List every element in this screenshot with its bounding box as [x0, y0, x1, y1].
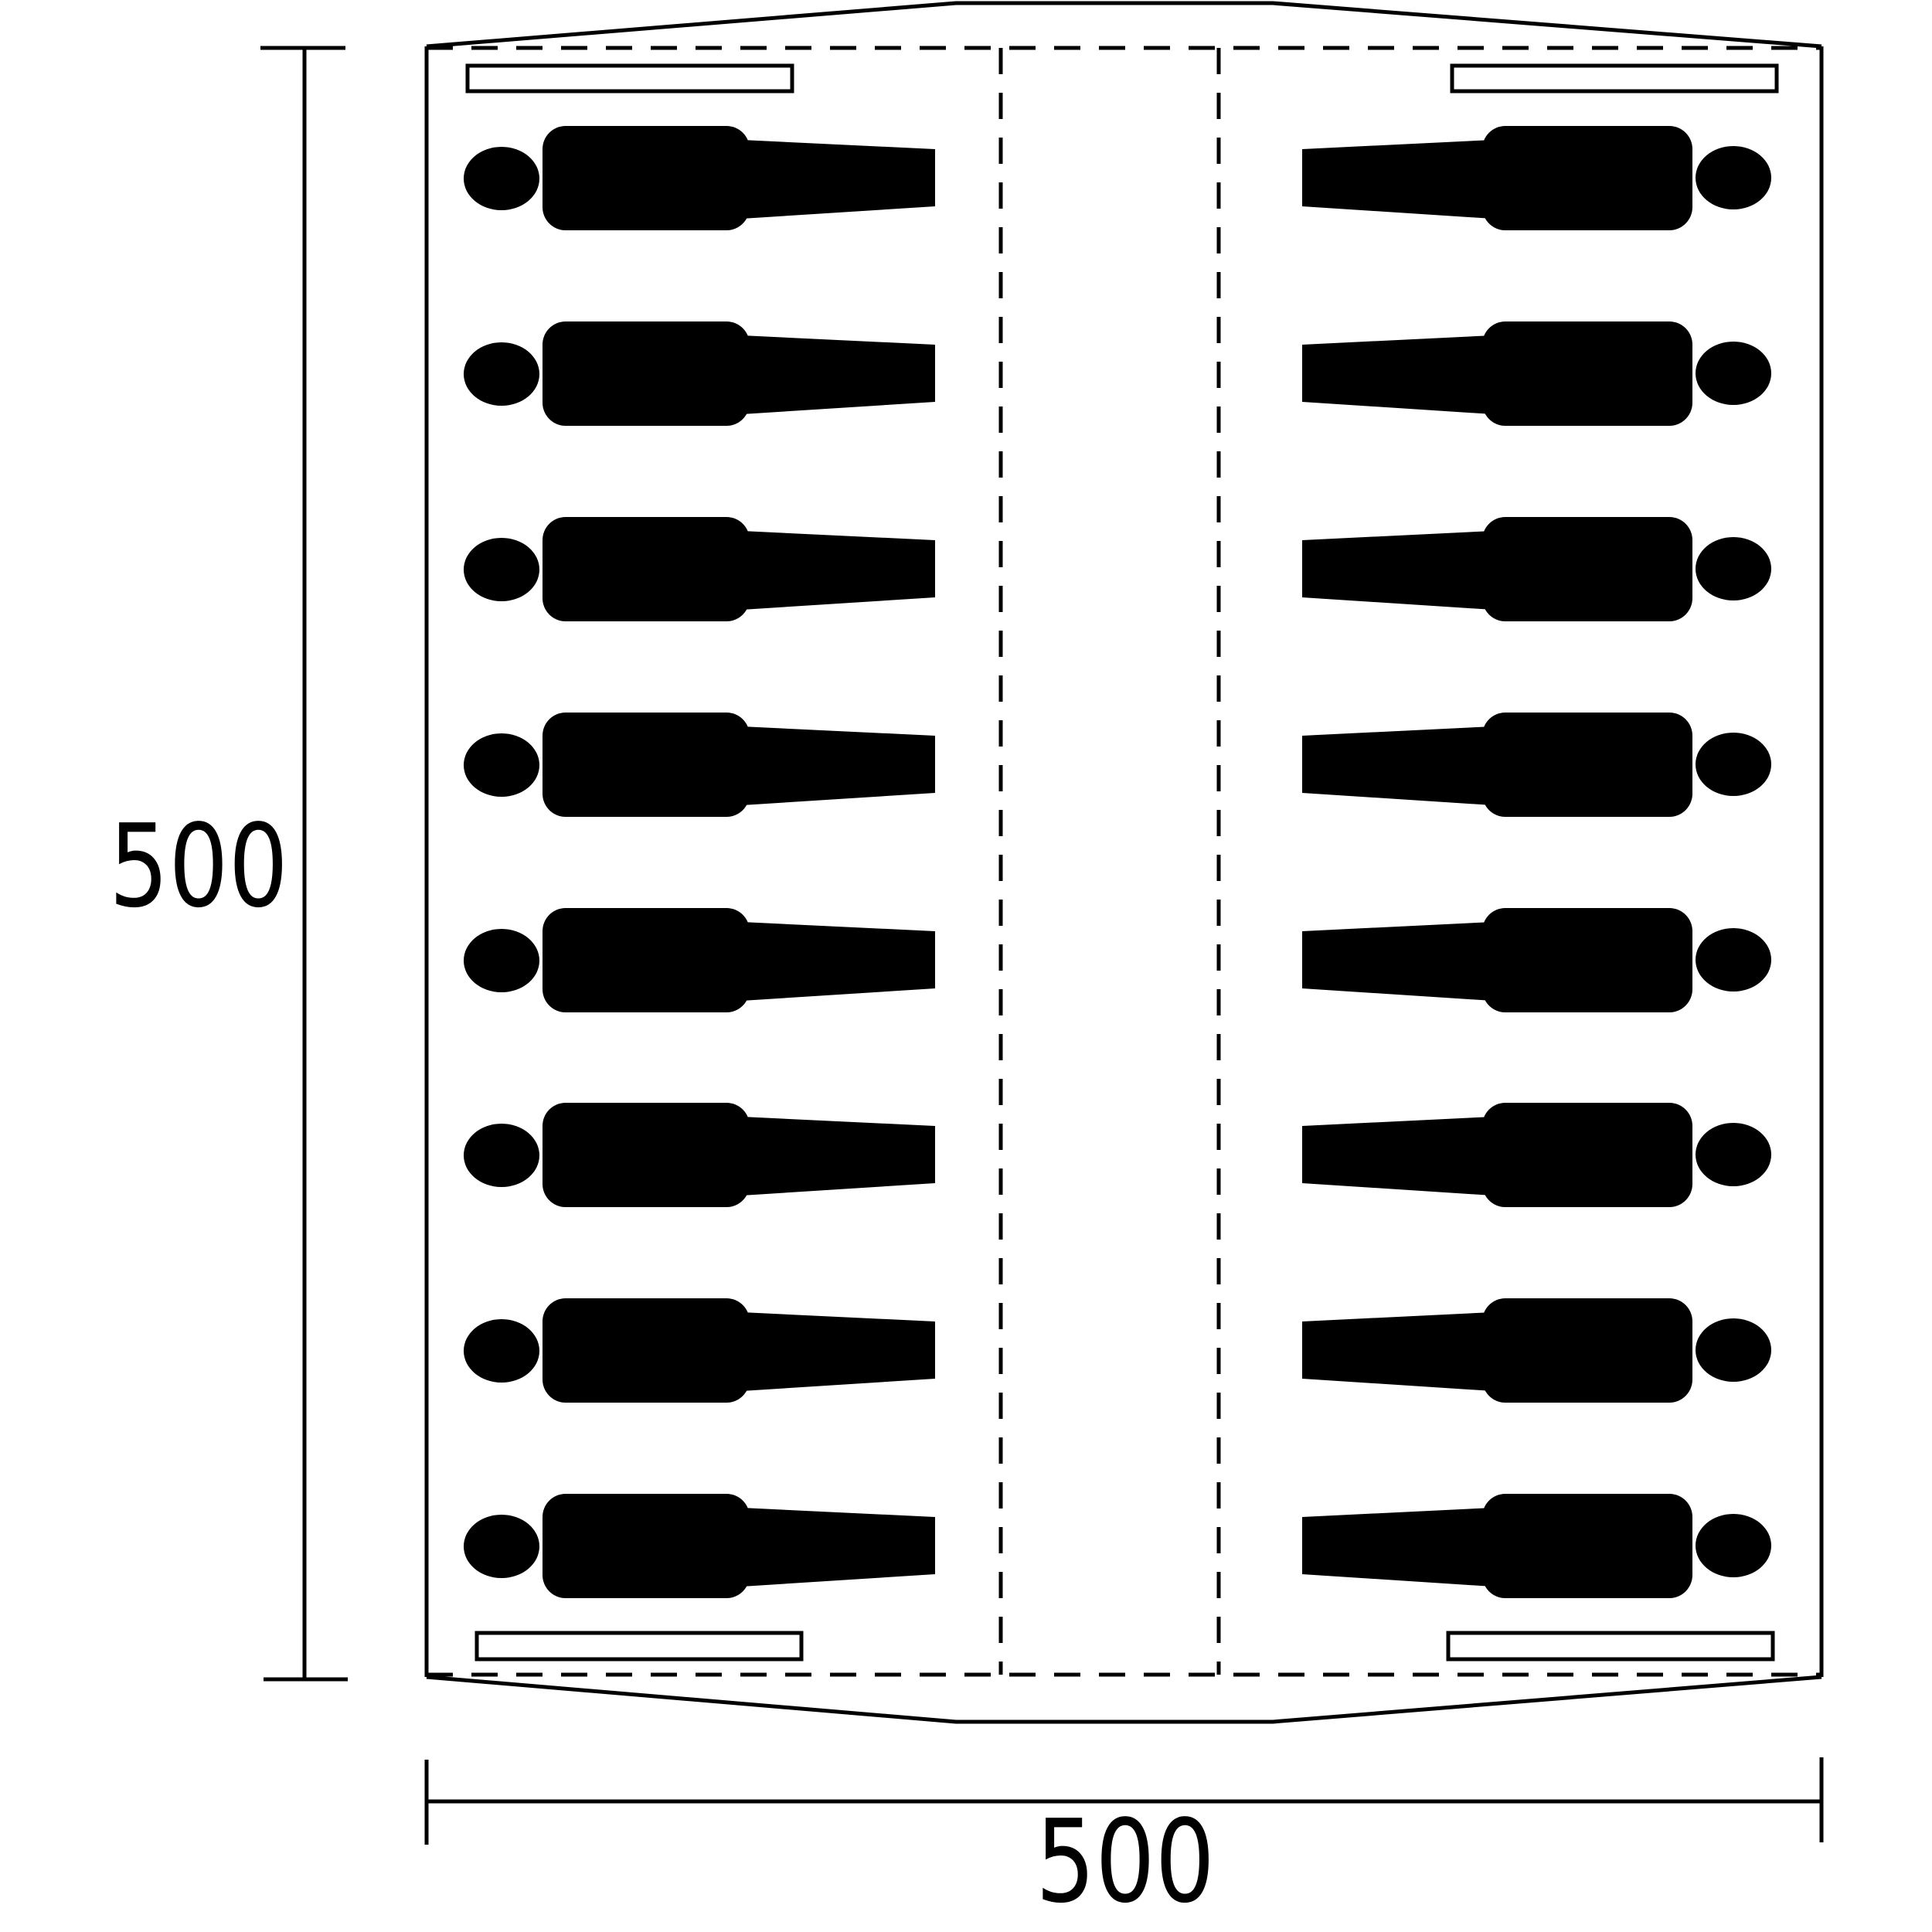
- person-torso: [543, 1494, 750, 1598]
- person-legs: [742, 335, 935, 414]
- person-torso: [543, 321, 750, 426]
- person-icon: [1302, 126, 1771, 230]
- height-dimension-label: 500: [109, 800, 288, 933]
- person-legs: [1302, 922, 1493, 1001]
- width-dimension-label: 500: [1036, 1795, 1215, 1928]
- person-head: [464, 342, 539, 406]
- person-head: [464, 147, 539, 210]
- groundsheet-outline: [424, 46, 1824, 1677]
- person-legs: [1302, 1508, 1493, 1587]
- person-head: [1696, 1514, 1771, 1577]
- person-legs: [1302, 140, 1493, 219]
- person-legs: [1302, 1117, 1493, 1196]
- person-legs: [742, 531, 935, 610]
- person-legs: [1302, 531, 1493, 610]
- person-head: [464, 929, 539, 992]
- person-head: [464, 538, 539, 601]
- person-head: [464, 733, 539, 797]
- person-icon: [464, 1103, 935, 1207]
- person-torso: [1482, 321, 1692, 426]
- person-icon: [464, 126, 935, 230]
- person-legs: [1302, 1312, 1493, 1391]
- person-head: [1696, 342, 1771, 405]
- person-legs: [742, 1312, 935, 1391]
- person-torso: [1482, 1103, 1692, 1207]
- person-torso: [1482, 713, 1692, 817]
- vent-rect-top-left: [465, 63, 794, 94]
- person-icon: [464, 517, 935, 621]
- person-torso: [543, 1298, 750, 1403]
- person-torso: [543, 517, 750, 621]
- person-torso: [1482, 517, 1692, 621]
- person-legs: [742, 1117, 935, 1196]
- dimension-line-bottom: 500: [424, 1757, 1824, 1928]
- person-icon: [464, 1298, 935, 1403]
- person-head: [1696, 146, 1771, 209]
- person-torso: [1482, 126, 1692, 230]
- person-head: [464, 1515, 539, 1578]
- fabric-outline: [426, 1, 1822, 1724]
- vent-rect-bottom-right: [1446, 1631, 1775, 1662]
- person-torso: [543, 1103, 750, 1207]
- person-icon: [464, 1494, 935, 1598]
- dimension-line-left: 500: [109, 46, 348, 1682]
- person-icon: [1302, 908, 1771, 1012]
- person-head: [1696, 928, 1771, 992]
- vent-rect-top-right: [1450, 63, 1779, 94]
- person-torso: [543, 908, 750, 1012]
- person-icon: [464, 321, 935, 426]
- person-head: [1696, 537, 1771, 600]
- person-icon: [1302, 517, 1771, 621]
- person-head: [464, 1319, 539, 1383]
- person-icon: [1302, 1103, 1771, 1207]
- fabric-outline-top: [426, 1, 1822, 49]
- person-icon: [1302, 1298, 1771, 1403]
- person-torso: [1482, 908, 1692, 1012]
- person-torso: [1482, 1494, 1692, 1598]
- person-torso: [1482, 1298, 1692, 1403]
- person-icon: [1302, 1494, 1771, 1598]
- person-icon: [464, 908, 935, 1012]
- person-torso: [543, 713, 750, 817]
- person-torso: [543, 126, 750, 230]
- person-head: [1696, 1318, 1771, 1382]
- person-legs: [1302, 335, 1493, 414]
- vent-rects: [465, 63, 1779, 1662]
- person-head: [1696, 733, 1771, 796]
- person-head: [464, 1124, 539, 1187]
- person-icon: [464, 713, 935, 817]
- person-icon: [1302, 321, 1771, 426]
- person-icon: [1302, 713, 1771, 817]
- person-legs: [742, 922, 935, 1001]
- person-legs: [742, 726, 935, 805]
- aisle-lines: [998, 48, 1221, 1675]
- vent-rect-bottom-left: [474, 1631, 804, 1662]
- person-head: [1696, 1123, 1771, 1186]
- person-legs: [1302, 726, 1493, 805]
- person-legs: [742, 1508, 935, 1587]
- person-legs: [742, 140, 935, 219]
- fabric-outline-bottom: [426, 1675, 1822, 1724]
- sleeping-persons: [464, 126, 1771, 1598]
